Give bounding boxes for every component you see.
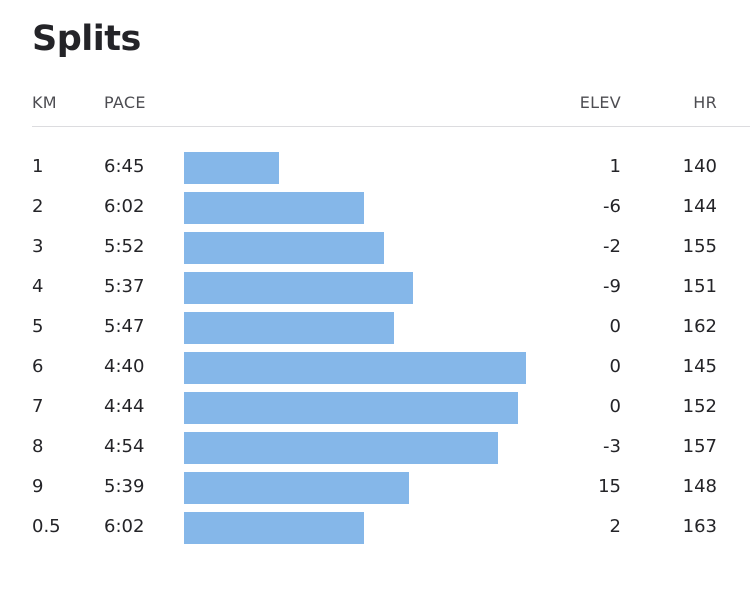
column-header-hr: HR xyxy=(693,93,717,112)
split-elev: -3 xyxy=(603,436,621,457)
split-hr: 155 xyxy=(682,236,717,257)
split-km: 4 xyxy=(32,276,44,297)
split-km: 9 xyxy=(32,476,44,497)
split-km: 1 xyxy=(32,156,44,177)
split-pace: 5:47 xyxy=(104,316,145,337)
split-row: 0.5 6:02 2 163 xyxy=(0,507,750,547)
split-elev: 2 xyxy=(609,516,621,537)
page-title: Splits xyxy=(32,19,141,59)
split-km: 7 xyxy=(32,396,44,417)
split-pace: 5:39 xyxy=(104,476,145,497)
split-pace: 6:02 xyxy=(104,516,145,537)
split-km: 5 xyxy=(32,316,44,337)
header-divider xyxy=(32,126,750,127)
split-hr: 163 xyxy=(682,516,717,537)
split-elev: -9 xyxy=(603,276,621,297)
split-elev: 15 xyxy=(598,476,621,497)
split-pace: 6:45 xyxy=(104,156,145,177)
column-header-elev: ELEV xyxy=(579,93,621,112)
split-km: 8 xyxy=(32,436,44,457)
split-row: 1 6:45 1 140 xyxy=(0,147,750,187)
split-km: 6 xyxy=(32,356,44,377)
split-pace: 4:40 xyxy=(104,356,145,377)
split-hr: 157 xyxy=(682,436,717,457)
pace-bar xyxy=(184,232,384,264)
split-hr: 144 xyxy=(682,196,717,217)
split-pace: 5:37 xyxy=(104,276,145,297)
split-row: 7 4:44 0 152 xyxy=(0,387,750,427)
split-pace: 4:44 xyxy=(104,396,145,417)
split-row: 3 5:52 -2 155 xyxy=(0,227,750,267)
split-hr: 152 xyxy=(682,396,717,417)
split-km: 2 xyxy=(32,196,44,217)
pace-bar xyxy=(184,352,526,384)
pace-bar xyxy=(184,472,409,504)
pace-bar xyxy=(184,192,364,224)
column-header-km: KM xyxy=(32,93,57,112)
split-hr: 151 xyxy=(682,276,717,297)
split-row: 5 5:47 0 162 xyxy=(0,307,750,347)
split-pace: 6:02 xyxy=(104,196,145,217)
split-row: 9 5:39 15 148 xyxy=(0,467,750,507)
split-elev: -6 xyxy=(603,196,621,217)
pace-bar xyxy=(184,152,279,184)
pace-bar xyxy=(184,272,413,304)
splits-table: 1 6:45 1 140 2 6:02 -6 144 3 5:52 -2 155 4 5:37 -9 151 5… xyxy=(0,147,750,547)
split-km: 0.5 xyxy=(32,516,61,537)
split-elev: 0 xyxy=(609,316,621,337)
split-pace: 4:54 xyxy=(104,436,145,457)
split-km: 3 xyxy=(32,236,44,257)
split-hr: 162 xyxy=(682,316,717,337)
split-hr: 145 xyxy=(682,356,717,377)
split-pace: 5:52 xyxy=(104,236,145,257)
pace-bar xyxy=(184,432,498,464)
split-row: 6 4:40 0 145 xyxy=(0,347,750,387)
split-row: 8 4:54 -3 157 xyxy=(0,427,750,467)
split-hr: 148 xyxy=(682,476,717,497)
pace-bar xyxy=(184,312,394,344)
split-row: 2 6:02 -6 144 xyxy=(0,187,750,227)
column-header-pace: PACE xyxy=(104,93,146,112)
pace-bar xyxy=(184,512,364,544)
split-hr: 140 xyxy=(682,156,717,177)
split-row: 4 5:37 -9 151 xyxy=(0,267,750,307)
split-elev: 1 xyxy=(609,156,621,177)
split-elev: 0 xyxy=(609,356,621,377)
split-elev: 0 xyxy=(609,396,621,417)
pace-bar xyxy=(184,392,518,424)
split-elev: -2 xyxy=(603,236,621,257)
